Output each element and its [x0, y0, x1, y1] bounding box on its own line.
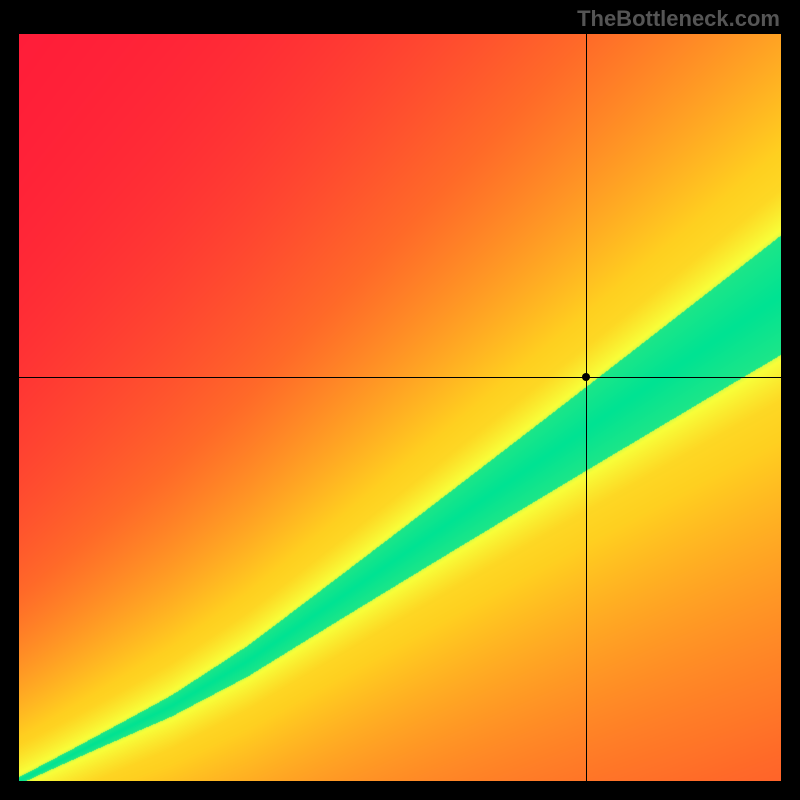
chart-container: TheBottleneck.com [0, 0, 800, 800]
watermark-text: TheBottleneck.com [577, 6, 780, 32]
crosshair-marker [582, 373, 590, 381]
crosshair-vertical [586, 34, 587, 781]
heatmap-canvas [19, 34, 781, 781]
crosshair-horizontal [19, 377, 781, 378]
